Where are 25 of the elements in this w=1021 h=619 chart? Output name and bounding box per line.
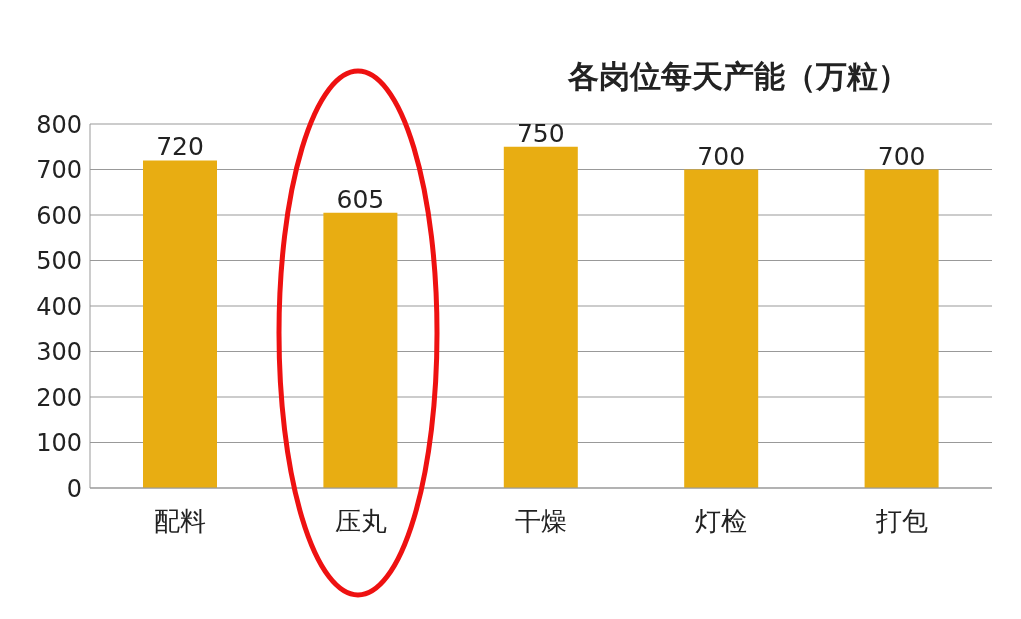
data-label: 720 (156, 132, 204, 162)
y-tick-label: 500 (36, 247, 82, 276)
y-tick-label: 600 (36, 201, 82, 230)
y-tick-label: 400 (36, 292, 82, 321)
x-tick-label: 压丸 (334, 506, 387, 537)
chart-title: 各岗位每天产能（万粒） (568, 57, 909, 96)
bar (684, 169, 759, 488)
y-tick-label: 200 (36, 383, 82, 412)
x-tick-label: 配料 (154, 506, 207, 537)
bar (864, 169, 939, 488)
y-tick-label: 100 (36, 429, 82, 458)
bar (323, 212, 398, 488)
x-tick-label: 打包 (874, 506, 928, 537)
y-tick-label: 300 (36, 338, 82, 367)
bar (503, 146, 578, 488)
bar (143, 160, 217, 488)
y-tick-label: 0 (66, 474, 82, 503)
x-tick-label: 灯检 (695, 506, 748, 537)
x-tick-label: 干燥 (515, 506, 567, 537)
y-tick-label: 700 (36, 156, 82, 185)
data-label: 750 (516, 118, 565, 148)
y-tick-label: 800 (36, 110, 82, 139)
data-label: 700 (697, 141, 746, 171)
data-label: 605 (336, 184, 385, 214)
data-label: 700 (877, 141, 926, 171)
